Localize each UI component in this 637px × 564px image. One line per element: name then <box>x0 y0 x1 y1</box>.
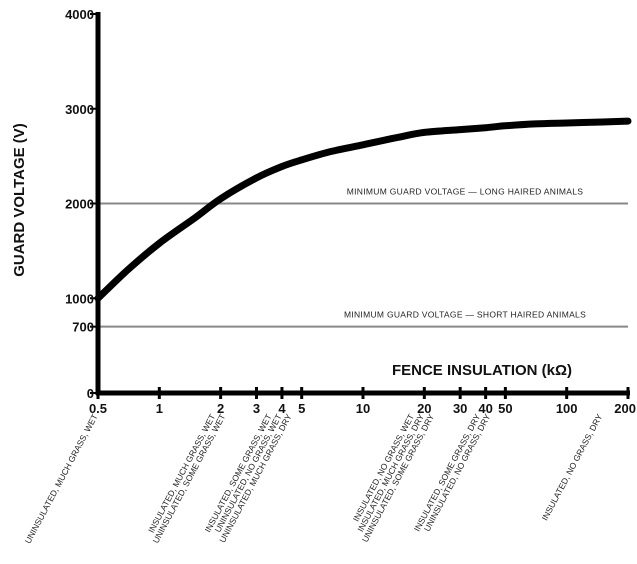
condition-label: INSULATED, NO GRASS, DRY <box>540 412 605 522</box>
x-tick-label: 200 <box>614 401 636 416</box>
condition-labels: UNINSULATED, MUCH GRASS, WET INSULATED, M… <box>23 412 605 545</box>
x-tick-label: 50 <box>498 401 512 416</box>
condition-label: INSULATED, MUCH GRASS, WET <box>146 412 217 534</box>
x-tick-label: 40 <box>478 401 492 416</box>
condition-label: UNINSULATED, NO GRASS, WET <box>213 412 284 534</box>
x-tick-label: 10 <box>356 401 370 416</box>
x-axis-title: FENCE INSULATION (kΩ) <box>392 362 572 379</box>
reference-line-label: MINIMUM GUARD VOLTAGE — LONG HAIRED ANIM… <box>347 187 583 197</box>
x-tick-label: 100 <box>556 401 578 416</box>
condition-label: UNINSULATED, NO GRASS, DRY <box>422 412 493 533</box>
guard-voltage-curve <box>94 117 632 302</box>
y-tick-label: 700 <box>72 320 94 335</box>
y-tick-label: 2000 <box>65 197 94 212</box>
x-tick-label: 0.5 <box>89 401 107 416</box>
condition-label: INSULATED, MUCH GRASS, DRY <box>355 412 426 533</box>
x-tick-label: 4 <box>278 401 286 416</box>
x-tick-label: 3 <box>253 401 260 416</box>
y-axis-title: GUARD VOLTAGE (V) <box>11 123 28 277</box>
x-ticks: 0.5 1 2 3 4 5 10 20 30 40 50 100 200 <box>89 387 636 416</box>
reference-line-label: MINIMUM GUARD VOLTAGE — SHORT HAIRED ANI… <box>344 310 586 320</box>
x-tick-label: 30 <box>453 401 467 416</box>
reference-lines: MINIMUM GUARD VOLTAGE — LONG HAIRED ANIM… <box>98 187 628 328</box>
x-tick-label: 20 <box>417 401 431 416</box>
y-tick-label: 1000 <box>65 291 94 306</box>
x-tick-label: 5 <box>298 401 305 416</box>
y-tick-label: 3000 <box>65 102 94 117</box>
y-ticks: 0 700 1000 2000 3000 4000 <box>65 7 98 401</box>
y-tick-label: 4000 <box>65 7 94 22</box>
condition-label: UNINSULATED, MUCH GRASS, WET <box>23 412 100 545</box>
x-tick-label: 1 <box>156 401 163 416</box>
curve-layer <box>94 117 632 302</box>
x-tick-label: 2 <box>217 401 224 416</box>
y-tick-label: 0 <box>87 386 94 401</box>
